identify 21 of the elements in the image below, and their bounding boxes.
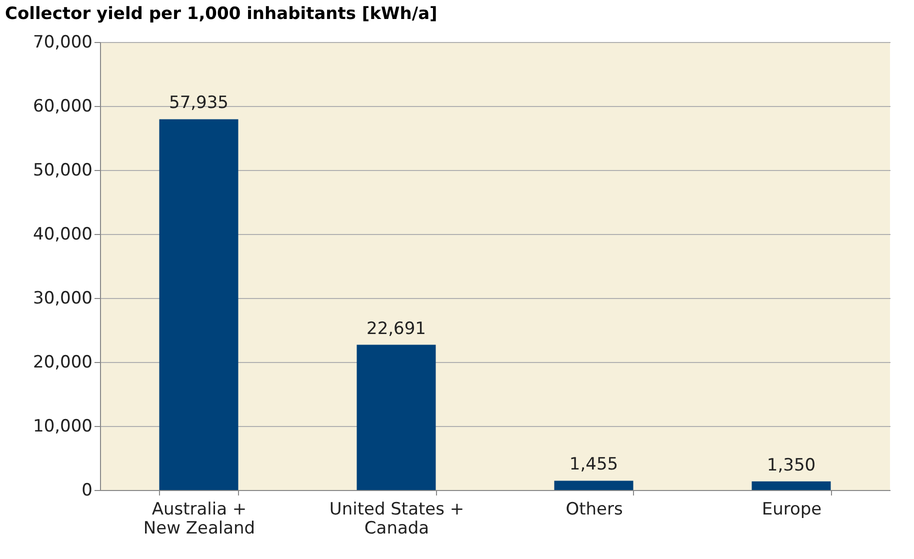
bar — [159, 119, 238, 490]
y-tick-label: 20,000 — [33, 352, 92, 372]
bar — [554, 480, 634, 490]
y-tick-label: 40,000 — [33, 224, 92, 244]
y-tick-label: 30,000 — [33, 288, 92, 308]
chart-title: Collector yield per 1,000 inhabitants [kWh/a] — [5, 4, 438, 24]
bar — [752, 481, 831, 490]
data-label: 22,691 — [366, 318, 426, 339]
y-tick-label: 60,000 — [33, 96, 92, 116]
data-label: 1,350 — [766, 455, 816, 476]
x-tick-label: United States + Canada — [329, 500, 464, 538]
x-tick-label: Australia + New Zealand — [143, 500, 256, 538]
bar — [356, 344, 436, 490]
y-tick-label: 10,000 — [33, 416, 92, 436]
data-label: 1,455 — [569, 454, 618, 475]
y-tick-label: 50,000 — [33, 160, 92, 180]
x-tick-label: Europe — [762, 500, 822, 520]
y-tick-label: 70,000 — [33, 32, 92, 52]
x-tick-label: Others — [566, 500, 623, 520]
data-label: 57,935 — [169, 93, 228, 114]
y-tick-label: 0 — [82, 480, 92, 500]
